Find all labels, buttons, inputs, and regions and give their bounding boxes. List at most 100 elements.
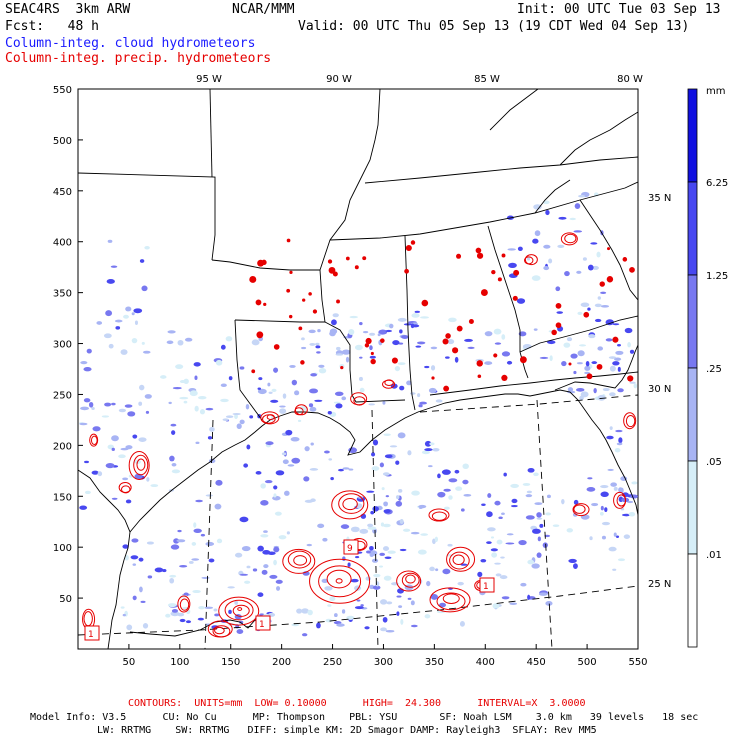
cloud-cell bbox=[234, 600, 239, 605]
forecast-hour: Fcst: 48 h bbox=[5, 19, 99, 34]
cloud-cell bbox=[366, 550, 371, 554]
cloud-cell bbox=[426, 580, 431, 587]
cloud-cell bbox=[389, 323, 394, 329]
cloud-cell bbox=[325, 618, 333, 623]
precip-contour bbox=[524, 256, 534, 265]
precip-cell bbox=[596, 363, 603, 370]
cloud-cell bbox=[491, 552, 498, 558]
cloud-cell bbox=[170, 611, 180, 617]
cloud-cell bbox=[215, 479, 223, 486]
cloud-cell bbox=[205, 494, 213, 497]
cloud-cell bbox=[518, 331, 527, 337]
cloud-cell bbox=[601, 535, 606, 540]
precip-cell bbox=[599, 281, 605, 287]
precip-cell bbox=[501, 374, 508, 381]
svg-text:1: 1 bbox=[259, 620, 265, 630]
cloud-cell bbox=[463, 493, 472, 497]
cloud-cell bbox=[406, 380, 412, 386]
cloud-cell bbox=[285, 429, 293, 436]
cloud-cell bbox=[503, 472, 507, 477]
cloud-cell bbox=[317, 523, 325, 529]
colorbar-segment bbox=[687, 553, 698, 648]
cloud-cell bbox=[371, 466, 380, 471]
cloud-cell bbox=[216, 538, 223, 544]
cloud-cell bbox=[84, 460, 89, 464]
cloud-cell bbox=[382, 616, 388, 623]
cloud-cell bbox=[169, 455, 175, 462]
precip-contour bbox=[446, 546, 476, 572]
cloud-cell bbox=[104, 402, 112, 407]
precip-contour bbox=[564, 233, 577, 244]
y-tick-label: 100 bbox=[53, 543, 72, 554]
cloud-cell bbox=[189, 390, 198, 397]
cloud-cell bbox=[490, 548, 498, 552]
cloud-cell bbox=[140, 600, 146, 603]
cloud-cell bbox=[193, 362, 201, 367]
cloud-cell bbox=[573, 563, 578, 569]
cloud-cell bbox=[268, 391, 273, 394]
cloud-cell bbox=[276, 586, 281, 591]
cloud-cell bbox=[192, 589, 201, 594]
cloud-cell bbox=[165, 613, 171, 618]
cloud-cell bbox=[624, 327, 633, 334]
cloud-cell bbox=[169, 577, 175, 584]
cloud-cell bbox=[309, 468, 319, 471]
cloud-cell bbox=[314, 399, 323, 402]
cloud-cell bbox=[232, 413, 241, 416]
cloud-cell bbox=[573, 499, 579, 505]
y-tick-label: 400 bbox=[53, 238, 72, 249]
cloud-cell bbox=[303, 476, 310, 482]
precip-contour bbox=[232, 604, 250, 617]
cloud-cell bbox=[448, 478, 458, 483]
cloud-cell bbox=[124, 554, 129, 561]
cloud-cell bbox=[382, 523, 391, 528]
cloud-cell bbox=[609, 365, 616, 372]
cloud-cell bbox=[251, 339, 260, 346]
cloud-cell bbox=[239, 366, 245, 370]
cloud-cell bbox=[608, 546, 617, 552]
cloud-cell bbox=[359, 356, 363, 359]
cloud-cell bbox=[444, 506, 450, 510]
precip-contour bbox=[331, 490, 369, 520]
cloud-cell bbox=[197, 617, 204, 621]
cloud-cell bbox=[264, 480, 273, 484]
cloud-cell bbox=[587, 477, 593, 480]
cloud-cell bbox=[120, 606, 125, 609]
cloud-cell bbox=[392, 340, 400, 346]
cloud-cell bbox=[448, 495, 453, 500]
cloud-cell bbox=[396, 595, 402, 598]
x-tick-label: 100 bbox=[170, 657, 189, 668]
cloud-cell bbox=[527, 467, 535, 473]
y-tick-label: 250 bbox=[53, 390, 72, 401]
precip-cell bbox=[583, 311, 590, 318]
cloud-cell bbox=[204, 606, 214, 609]
y-tick-label: 50 bbox=[59, 594, 72, 605]
cloud-cell bbox=[317, 329, 321, 333]
cloud-cell bbox=[173, 538, 180, 544]
cloud-cell bbox=[545, 601, 553, 606]
cloud-cell bbox=[420, 316, 429, 319]
cloud-cell bbox=[366, 490, 375, 493]
cloud-cell bbox=[385, 629, 395, 633]
cloud-cell bbox=[415, 345, 422, 348]
cloud-cell bbox=[354, 344, 363, 351]
cloud-cell bbox=[115, 326, 121, 330]
cloud-cell bbox=[369, 545, 374, 551]
cloud-cell bbox=[501, 512, 505, 516]
cloud-cell bbox=[273, 367, 279, 373]
precip-cell bbox=[404, 268, 409, 274]
cloud-cell bbox=[378, 329, 388, 335]
cloud-cell bbox=[335, 403, 343, 409]
cloud-cell bbox=[398, 489, 403, 493]
cloud-cell bbox=[381, 487, 385, 491]
precip-cell bbox=[629, 266, 635, 273]
cloud-cell bbox=[318, 368, 327, 374]
cloud-cell bbox=[442, 568, 451, 575]
cloud-cell bbox=[359, 387, 365, 393]
cloud-cell bbox=[556, 311, 564, 314]
precip-contour bbox=[89, 433, 99, 447]
cloud-cell bbox=[369, 550, 378, 556]
cloud-cell bbox=[399, 518, 404, 525]
cloud-cell bbox=[549, 355, 553, 362]
cloud-cell bbox=[398, 342, 404, 345]
